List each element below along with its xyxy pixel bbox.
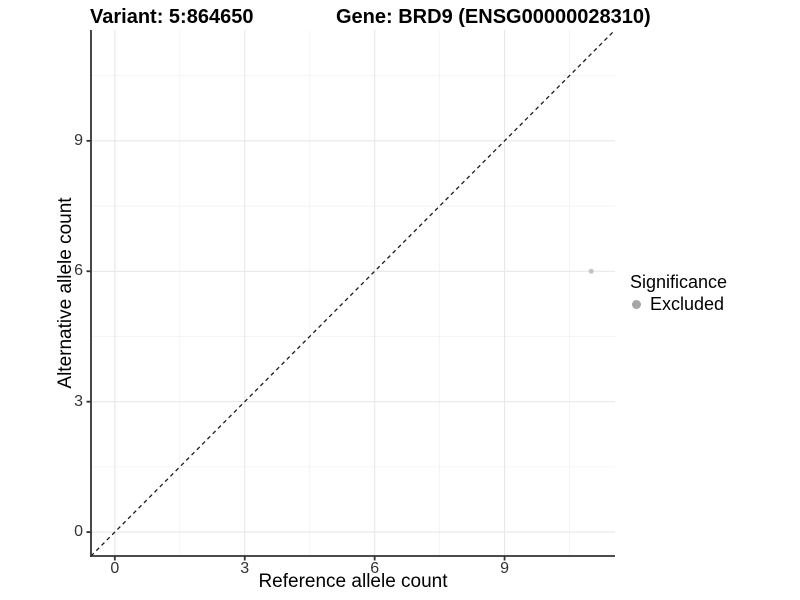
x-tick-label: 0 — [110, 560, 120, 577]
legend-entry-label: Excluded — [650, 294, 725, 314]
y-tick-label: 0 — [74, 523, 83, 541]
gene-title: Gene: BRD9 (ENSG00000028310) — [336, 6, 651, 28]
y-axis-title: Alternative allele count — [55, 197, 76, 389]
data-point — [588, 268, 594, 274]
y-tick-label: 6 — [74, 262, 83, 280]
y-tick-label: 9 — [74, 131, 83, 149]
x-axis-title: Reference allele count — [258, 571, 448, 592]
legend-entry-excluded: Excluded — [632, 294, 727, 314]
x-tick-label: 6 — [370, 560, 380, 577]
identity-line — [90, 29, 616, 557]
excluded-point-icon — [632, 299, 641, 309]
x-tick-label: 9 — [500, 560, 510, 577]
variant-title: Variant: 5:864650 — [90, 6, 254, 28]
y-tick-label: 3 — [74, 392, 83, 410]
legend-title: Significance — [630, 272, 728, 292]
legend: Significance Excluded — [630, 271, 727, 314]
x-tick-label: 3 — [240, 560, 250, 577]
